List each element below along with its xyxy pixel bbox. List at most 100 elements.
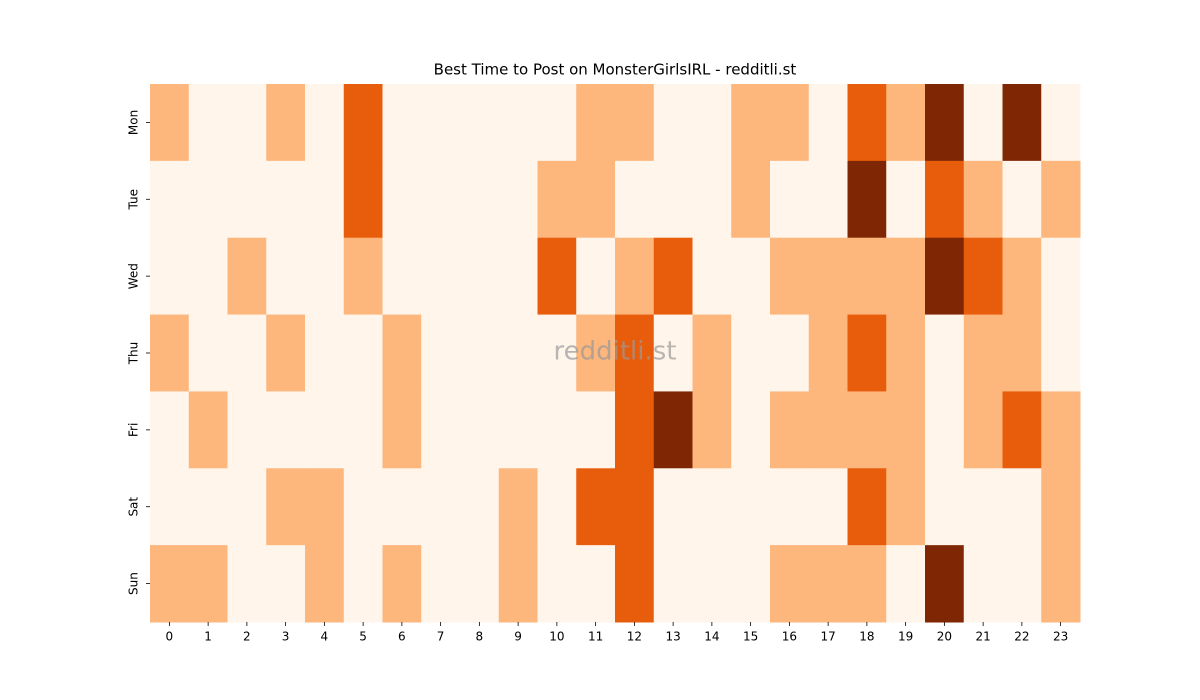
heat-cell: [1002, 160, 1042, 239]
heat-cell: [847, 237, 887, 316]
heat-cell: [537, 314, 577, 392]
heat-cell: [847, 84, 887, 162]
heat-cell: [382, 468, 422, 546]
heat-cell: [925, 160, 965, 239]
heat-cell: [305, 314, 345, 392]
heat-cell: [382, 237, 422, 316]
heat-cell: [150, 468, 190, 546]
heat-cell: [150, 160, 190, 239]
heat-cell: [576, 314, 616, 392]
x-tick-label: 12: [627, 630, 642, 644]
heat-cell: [343, 160, 383, 239]
heat-cell: [731, 84, 771, 162]
heat-cell: [188, 545, 228, 623]
heat-cell: [266, 84, 306, 162]
heat-cell: [188, 468, 228, 546]
heat-cell: [188, 314, 228, 392]
heat-cell: [188, 391, 228, 469]
heat-cell: [886, 545, 926, 623]
watermark: redditli.st: [554, 337, 677, 367]
x-tick-label: 14: [704, 630, 719, 644]
heat-cell: [653, 545, 693, 623]
x-tick-label: 13: [665, 630, 680, 644]
heat-cell: [421, 237, 461, 316]
heat-cell: [498, 391, 538, 469]
heat-cell: [963, 160, 1003, 239]
x-tick-label: 22: [1014, 630, 1029, 644]
heat-cell: [653, 314, 693, 392]
x-tick-label: 5: [359, 630, 367, 644]
heat-cell: [227, 545, 267, 623]
heat-cell: [498, 314, 538, 392]
heat-cell: [343, 545, 383, 623]
x-tick-label: 21: [975, 630, 990, 644]
heat-cell: [770, 237, 810, 316]
heat-cell: [692, 391, 732, 469]
heat-cell: [343, 237, 383, 316]
heat-cell: [498, 237, 538, 316]
heat-cell: [266, 314, 306, 392]
heat-cell: [692, 314, 732, 392]
x-tick-label: 6: [398, 630, 406, 644]
heat-cell: [847, 468, 887, 546]
heat-cell: [615, 160, 655, 239]
heat-cell: [886, 237, 926, 316]
heat-cell: [886, 391, 926, 469]
y-tick-label: Mon: [127, 110, 141, 135]
heat-cell: [886, 84, 926, 162]
heat-cell: [653, 84, 693, 162]
chart-title: Best Time to Post on MonsterGirlsIRL - r…: [434, 61, 797, 79]
heat-cell: [382, 391, 422, 469]
heat-cell: [227, 314, 267, 392]
heat-cell: [886, 160, 926, 239]
heat-cell: [305, 237, 345, 316]
heat-cell: [1002, 545, 1042, 623]
heat-cell: [576, 545, 616, 623]
heat-cell: [150, 391, 190, 469]
heat-cell: [460, 391, 500, 469]
heat-cell: [653, 237, 693, 316]
x-tick-label: 17: [820, 630, 835, 644]
heat-cell: [925, 84, 965, 162]
heat-cell: [615, 237, 655, 316]
heat-cell: [305, 84, 345, 162]
heat-cell: [1002, 314, 1042, 392]
heat-cell: [343, 314, 383, 392]
heat-cell: [498, 545, 538, 623]
heat-cell: [692, 84, 732, 162]
heat-cell: [925, 314, 965, 392]
heat-cell: [886, 314, 926, 392]
heat-cell: [808, 314, 848, 392]
heat-cell: [1002, 237, 1042, 316]
heat-cell: [963, 468, 1003, 546]
heat-cell: [963, 314, 1003, 392]
heat-cell: [653, 160, 693, 239]
heat-cell: [1002, 468, 1042, 546]
heat-cell: [460, 84, 500, 162]
heat-cell: [537, 160, 577, 239]
heat-cell: [460, 237, 500, 316]
heat-cell: [227, 237, 267, 316]
x-tick-label: 10: [549, 630, 564, 644]
x-tick-label: 3: [282, 630, 290, 644]
heat-cell: [421, 391, 461, 469]
heat-cell: [963, 237, 1003, 316]
heat-cell: [576, 468, 616, 546]
y-tick-label: Sun: [127, 572, 141, 595]
heat-cell: [498, 468, 538, 546]
heat-cell: [770, 391, 810, 469]
heat-cell: [808, 545, 848, 623]
x-tick-label: 9: [514, 630, 522, 644]
heat-cell: [498, 160, 538, 239]
x-tick-label: 16: [782, 630, 797, 644]
heat-cell: [653, 391, 693, 469]
heat-cell: [576, 160, 616, 239]
heat-cell: [227, 468, 267, 546]
heat-cell: [227, 84, 267, 162]
heat-cell: [731, 314, 771, 392]
heat-cell: [460, 545, 500, 623]
heat-cell: [770, 545, 810, 623]
heat-cell: [925, 545, 965, 623]
